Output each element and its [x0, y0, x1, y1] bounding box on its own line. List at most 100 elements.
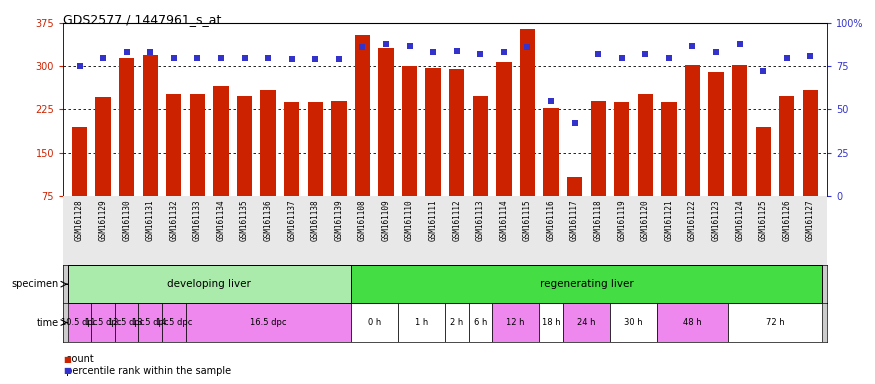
Text: developing liver: developing liver [167, 279, 251, 289]
Bar [190, 94, 205, 196]
Text: GSM161115: GSM161115 [523, 199, 532, 241]
Point [450, 48, 464, 54]
Bar [728, 303, 822, 342]
Text: 6 h: 6 h [473, 318, 487, 327]
Bar [398, 303, 445, 342]
Bar [563, 303, 610, 342]
Point [685, 42, 699, 48]
Point [237, 55, 251, 61]
Bar [284, 102, 299, 196]
Text: GSM161125: GSM161125 [759, 199, 767, 241]
Point [639, 51, 653, 57]
Point [497, 49, 511, 55]
Text: GSM161139: GSM161139 [334, 199, 343, 241]
Text: GSM161108: GSM161108 [358, 199, 367, 241]
Text: 1 h: 1 h [415, 318, 428, 327]
Text: GSM161138: GSM161138 [311, 199, 319, 241]
Text: ■: ■ [63, 366, 71, 375]
Bar [95, 97, 111, 196]
Point [73, 63, 87, 69]
Bar [351, 265, 822, 303]
Text: GSM161122: GSM161122 [688, 199, 697, 241]
Point [167, 55, 181, 61]
Bar [143, 55, 158, 196]
Text: GSM161131: GSM161131 [146, 199, 155, 241]
Bar [638, 94, 653, 196]
Bar [591, 101, 605, 196]
Text: GSM161136: GSM161136 [263, 199, 273, 241]
Text: GSM161109: GSM161109 [382, 199, 390, 241]
Point [803, 53, 817, 59]
Text: 18 h: 18 h [542, 318, 560, 327]
Bar [614, 102, 629, 196]
Point [120, 49, 134, 55]
Text: GSM161120: GSM161120 [640, 199, 650, 241]
Text: 13.5 dpc: 13.5 dpc [132, 318, 169, 327]
Text: GDS2577 / 1447961_s_at: GDS2577 / 1447961_s_at [63, 13, 221, 26]
Bar [72, 127, 88, 196]
Text: GSM161116: GSM161116 [547, 199, 556, 241]
Point [191, 55, 205, 61]
Bar [685, 65, 700, 196]
Bar [520, 29, 536, 196]
Text: GSM161117: GSM161117 [570, 199, 579, 241]
Text: GSM161121: GSM161121 [664, 199, 674, 241]
Text: GSM161112: GSM161112 [452, 199, 461, 241]
Point [96, 55, 110, 61]
Bar [496, 62, 512, 196]
Bar [119, 58, 135, 196]
Point [780, 55, 794, 61]
Text: 24 h: 24 h [578, 318, 596, 327]
Text: 2 h: 2 h [450, 318, 464, 327]
Point [355, 44, 369, 50]
Text: GSM161123: GSM161123 [711, 199, 721, 241]
Bar [67, 303, 91, 342]
Bar [261, 90, 276, 196]
Text: GSM161113: GSM161113 [476, 199, 485, 241]
Text: ■: ■ [63, 354, 71, 364]
Text: 0 h: 0 h [368, 318, 381, 327]
Bar [308, 102, 323, 196]
Bar [351, 303, 398, 342]
Bar [662, 102, 676, 196]
Text: specimen: specimen [11, 279, 59, 289]
Point [592, 51, 605, 57]
Bar [755, 127, 771, 196]
Point [214, 55, 228, 61]
Bar [802, 90, 818, 196]
Text: GSM161133: GSM161133 [192, 199, 202, 241]
Text: time: time [37, 318, 59, 328]
Text: GSM161114: GSM161114 [500, 199, 508, 241]
Point [426, 49, 440, 55]
Point [332, 56, 346, 62]
Point [284, 56, 298, 62]
Point [379, 41, 393, 47]
Bar [331, 101, 346, 196]
Text: 12 h: 12 h [507, 318, 525, 327]
Bar [732, 65, 747, 196]
Text: GSM161118: GSM161118 [593, 199, 603, 241]
Bar [138, 303, 162, 342]
Point [732, 41, 746, 47]
Bar [657, 303, 728, 342]
Point [473, 51, 487, 57]
Text: 11.5 dpc: 11.5 dpc [85, 318, 122, 327]
Text: GSM161134: GSM161134 [216, 199, 226, 241]
Text: GSM161128: GSM161128 [75, 199, 84, 241]
Point [568, 120, 582, 126]
Bar [709, 72, 724, 196]
Text: GSM161132: GSM161132 [169, 199, 178, 241]
Text: GSM161127: GSM161127 [806, 199, 815, 241]
Bar [162, 303, 186, 342]
Bar [539, 303, 563, 342]
Text: GSM161119: GSM161119 [617, 199, 626, 241]
Text: count: count [63, 354, 94, 364]
Point [402, 42, 416, 48]
Text: GSM161137: GSM161137 [287, 199, 297, 241]
Text: 12.5 dpc: 12.5 dpc [108, 318, 145, 327]
Bar [567, 177, 582, 196]
Text: GSM161110: GSM161110 [405, 199, 414, 241]
Bar [473, 96, 488, 196]
Text: percentile rank within the sample: percentile rank within the sample [63, 366, 231, 376]
Text: GSM161130: GSM161130 [123, 199, 131, 241]
